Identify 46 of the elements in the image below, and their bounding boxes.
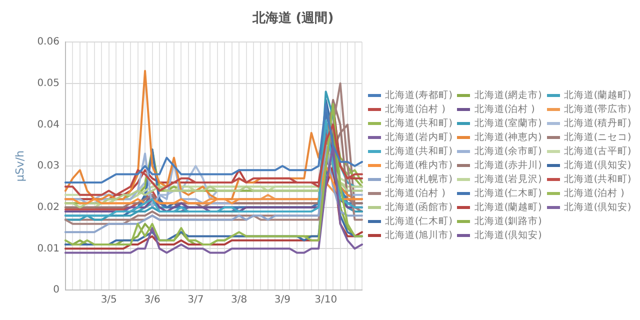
x-tick-label: 3/10 [314,294,338,306]
y-tick-label: 0.06 [37,36,60,48]
x-tick-label: 3/5 [100,294,117,306]
legend-label: 北海道(赤井川) [474,158,542,172]
legend-label: 北海道(函館市) [385,200,452,214]
legend-label: 北海道(泊村 ) [564,186,624,200]
legend-label: 北海道(札幌市) [385,172,452,186]
legend-label: 北海道(神恵内) [474,130,542,144]
x-tick-label: 3/7 [188,294,204,306]
legend-label: 北海道(仁木町) [474,186,542,200]
legend-label: 北海道(泊村 ) [385,102,446,116]
y-tick-label: 0.02 [37,202,60,213]
legend-label: 北海道(ニセコ) [564,130,632,144]
legend-label: 北海道(室蘭市) [474,116,542,130]
legend-label: 北海道(釧路市) [474,214,542,228]
legend-label: 北海道(泊村 ) [474,102,535,116]
y-tick-label: 0.04 [37,119,60,130]
y-tick-label: 0.03 [37,160,60,172]
legend-label: 北海道(泊村 ) [385,186,446,200]
legend-label: 北海道(岩内町) [385,130,452,144]
legend-label: 北海道(網走市) [474,88,542,102]
legend-label: 北海道(稚内市) [385,158,452,172]
chart-title: 北海道 (週間) [251,10,335,28]
y-tick-label: 0.01 [37,243,60,254]
legend-label: 北海道(倶知安) [564,158,632,172]
legend-label: 北海道(帯広市) [564,102,632,116]
legend-label: 北海道(蘭越町) [564,88,632,102]
x-tick-label: 3/9 [274,294,290,306]
legend-label: 北海道(仁木町) [385,214,452,228]
legend-label: 北海道(共和町) [385,116,452,130]
legend-label: 北海道(倶知安) [474,228,542,242]
y-tick-label: 0.05 [37,78,60,89]
legend-label: 北海道(共和町) [385,144,452,158]
legend-label: 北海道(共和町) [564,172,632,186]
legend-label: 北海道(積丹町) [564,116,632,130]
x-tick-label: 3/6 [144,294,160,306]
legend-label: 北海道(倶知安) [564,200,632,214]
x-tick-label: 3/8 [231,294,248,306]
legend-label: 北海道(古平町) [564,144,632,158]
legend-label: 北海道(寿都町) [385,88,452,102]
legend-label: 北海道(蘭越町) [474,200,542,214]
y-tick-label: 0 [53,284,60,296]
legend-label: 北海道(旭川市) [385,228,452,242]
legend-label: 北海道(余市町) [474,144,542,158]
legend-label: 北海道(岩見沢) [474,172,542,186]
y-axis-title: μSv/h [13,150,26,182]
